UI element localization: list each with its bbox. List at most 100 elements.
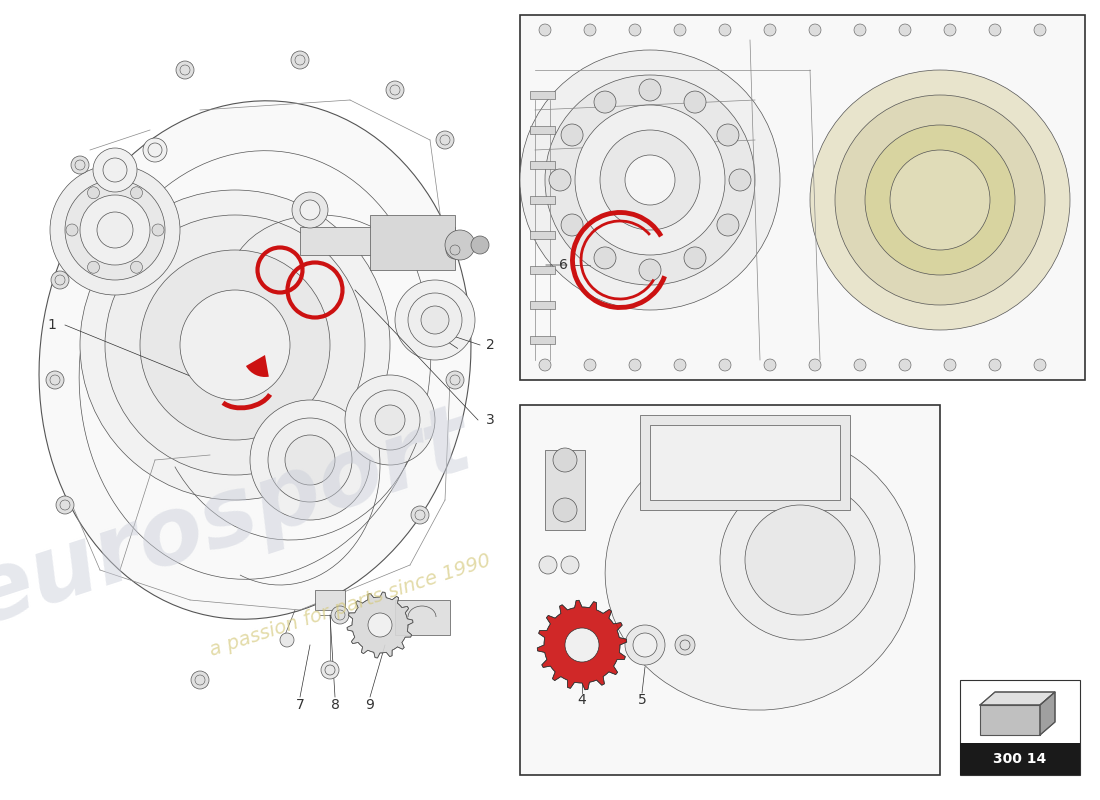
Circle shape — [180, 290, 290, 400]
Circle shape — [561, 214, 583, 236]
Bar — [530, 266, 556, 274]
Circle shape — [66, 224, 78, 236]
Circle shape — [717, 124, 739, 146]
Circle shape — [97, 212, 133, 248]
Circle shape — [808, 359, 821, 371]
Circle shape — [131, 186, 143, 198]
Circle shape — [764, 24, 776, 36]
Polygon shape — [980, 692, 1055, 705]
Text: 7: 7 — [296, 698, 305, 712]
Ellipse shape — [605, 430, 915, 710]
Circle shape — [717, 214, 739, 236]
Text: 8: 8 — [331, 698, 340, 712]
Circle shape — [152, 224, 164, 236]
Circle shape — [835, 95, 1045, 305]
Circle shape — [104, 215, 365, 475]
Circle shape — [51, 271, 69, 289]
Circle shape — [575, 105, 725, 255]
Text: a passion for parts since 1990: a passion for parts since 1990 — [207, 550, 493, 659]
Circle shape — [1034, 24, 1046, 36]
Circle shape — [764, 359, 776, 371]
Bar — [960, 743, 1080, 775]
Text: 5: 5 — [638, 693, 647, 707]
Circle shape — [639, 259, 661, 281]
Circle shape — [584, 24, 596, 36]
Circle shape — [191, 671, 209, 689]
Circle shape — [684, 91, 706, 113]
Circle shape — [549, 169, 571, 191]
Bar — [640, 415, 850, 510]
Circle shape — [94, 148, 138, 192]
Circle shape — [88, 262, 99, 274]
Circle shape — [446, 371, 464, 389]
Circle shape — [565, 628, 600, 662]
Bar — [530, 126, 556, 134]
Text: 1: 1 — [47, 318, 56, 332]
Bar — [980, 705, 1040, 735]
Bar — [520, 405, 940, 775]
Circle shape — [539, 359, 551, 371]
Circle shape — [584, 359, 596, 371]
Circle shape — [386, 81, 404, 99]
Circle shape — [553, 448, 578, 472]
Circle shape — [345, 375, 434, 465]
Circle shape — [408, 293, 462, 347]
Circle shape — [88, 186, 99, 198]
Circle shape — [600, 130, 700, 230]
Circle shape — [890, 150, 990, 250]
Bar — [530, 301, 556, 309]
Circle shape — [720, 480, 880, 640]
Circle shape — [395, 280, 475, 360]
Bar — [650, 425, 840, 500]
Circle shape — [899, 359, 911, 371]
Polygon shape — [537, 600, 627, 690]
Polygon shape — [1040, 692, 1055, 735]
Circle shape — [375, 405, 405, 435]
Text: 6: 6 — [559, 258, 568, 272]
Bar — [300, 227, 455, 255]
Circle shape — [46, 371, 64, 389]
Circle shape — [436, 131, 454, 149]
Circle shape — [684, 247, 706, 269]
Circle shape — [808, 24, 821, 36]
Ellipse shape — [39, 101, 471, 619]
Circle shape — [285, 435, 336, 485]
Circle shape — [944, 359, 956, 371]
Circle shape — [553, 498, 578, 522]
Circle shape — [625, 625, 666, 665]
Circle shape — [629, 359, 641, 371]
Circle shape — [632, 633, 657, 657]
Circle shape — [331, 606, 349, 624]
Circle shape — [745, 505, 855, 615]
Circle shape — [131, 262, 143, 274]
Circle shape — [1034, 359, 1046, 371]
Circle shape — [544, 75, 755, 285]
Circle shape — [421, 306, 449, 334]
Circle shape — [143, 138, 167, 162]
Circle shape — [989, 359, 1001, 371]
Circle shape — [594, 247, 616, 269]
Circle shape — [140, 250, 330, 440]
Bar — [370, 215, 455, 270]
Circle shape — [629, 24, 641, 36]
Bar — [530, 161, 556, 169]
Circle shape — [292, 192, 328, 228]
Circle shape — [411, 506, 429, 524]
Polygon shape — [348, 592, 412, 658]
Text: 2: 2 — [485, 338, 494, 352]
Bar — [530, 91, 556, 99]
Circle shape — [625, 155, 675, 205]
Circle shape — [280, 633, 294, 647]
Circle shape — [539, 24, 551, 36]
Circle shape — [446, 241, 464, 259]
Circle shape — [944, 24, 956, 36]
Circle shape — [594, 91, 616, 113]
Text: 9: 9 — [365, 698, 374, 712]
Circle shape — [65, 180, 165, 280]
Bar — [530, 231, 556, 239]
Circle shape — [176, 61, 194, 79]
Circle shape — [268, 418, 352, 502]
Bar — [315, 590, 345, 610]
Text: 3: 3 — [485, 413, 494, 427]
Circle shape — [250, 400, 370, 520]
